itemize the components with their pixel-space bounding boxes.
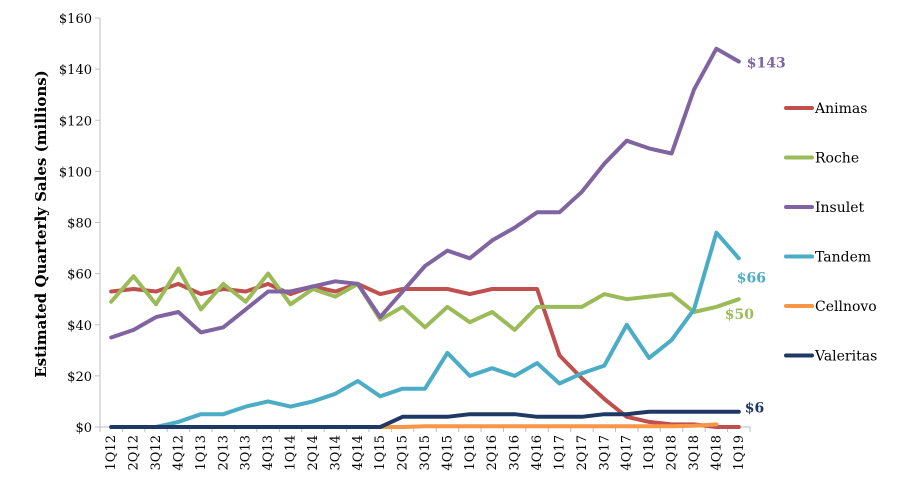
legend-label-roche: Roche xyxy=(815,151,859,167)
x-tick-label: 2Q17 xyxy=(575,435,590,470)
annotation-insulet: $143 xyxy=(747,55,786,71)
x-tick-label: 2Q16 xyxy=(485,435,500,470)
y-tick-label: $60 xyxy=(67,268,92,283)
x-tick-label: 1Q13 xyxy=(194,435,209,470)
x-tick-labels: 1Q12 2Q12 3Q12 4Q12 1Q13 2Q13 3Q13 4Q13 1Q14 2Q14… xyxy=(104,435,747,470)
annotation-roche: $50 xyxy=(725,307,754,323)
legend-label-animas: Animas xyxy=(814,101,867,117)
legend-label-cellnovo: Cellnovo xyxy=(815,299,877,315)
annotation-tandem: $66 xyxy=(737,270,766,286)
x-tick-label: 2Q12 xyxy=(127,435,142,470)
x-tick-label: 4Q16 xyxy=(530,435,545,470)
x-tick-label: 3Q15 xyxy=(418,435,433,470)
x-tick-label: 1Q18 xyxy=(642,435,657,470)
y-tick-label: $20 xyxy=(67,370,92,385)
x-tick-label: 1Q14 xyxy=(284,435,299,470)
axes xyxy=(95,17,751,432)
y-tick-label: $40 xyxy=(67,319,92,334)
y-tick-label: $0 xyxy=(75,421,92,436)
x-tick-label: 4Q13 xyxy=(261,435,276,470)
x-tick-label: 4Q17 xyxy=(620,435,635,470)
legend-label-insulet: Insulet xyxy=(815,200,865,216)
x-tick-label: 3Q14 xyxy=(328,435,343,470)
series-line-valeritas xyxy=(109,409,741,429)
series-line-insulet xyxy=(109,46,741,340)
y-tick-label: $140 xyxy=(59,63,92,78)
x-tick-label: 4Q12 xyxy=(171,435,186,470)
x-tick-label: 2Q13 xyxy=(216,435,231,470)
legend: Animas Roche Insulet Tandem Cellnovo Valerita… xyxy=(784,101,877,365)
y-tick-label: $80 xyxy=(67,217,92,232)
y-tick-label: $120 xyxy=(59,114,92,129)
end-value-annotations: $143 $66 $50 $6 xyxy=(725,55,786,416)
x-tick-label: 3Q13 xyxy=(239,435,254,470)
x-tick-label: 4Q18 xyxy=(709,435,724,470)
y-axis-label: Estimated Quarterly Sales (millions) xyxy=(32,70,50,378)
y-tick-label: $100 xyxy=(59,165,92,180)
x-tick-label: 1Q12 xyxy=(104,435,119,470)
annotation-valeritas: $6 xyxy=(745,401,764,417)
x-tick-label: 2Q18 xyxy=(665,435,680,470)
y-tick-labels: $0 $20 $40 $60 $80 $100 $120 $140 $160 xyxy=(59,12,92,436)
x-tick-label: 1Q15 xyxy=(373,435,388,470)
x-tick-label: 1Q16 xyxy=(463,435,478,470)
legend-label-valeritas: Valeritas xyxy=(814,349,877,365)
x-tick-label: 3Q16 xyxy=(508,435,523,470)
x-tick-label: 4Q15 xyxy=(440,435,455,470)
series-line-tandem xyxy=(109,230,741,429)
x-tick-label: 1Q19 xyxy=(732,435,747,470)
x-tick-label: 3Q18 xyxy=(687,435,702,470)
x-tick-label: 2Q14 xyxy=(306,435,321,470)
x-tick-label: 3Q12 xyxy=(149,435,164,470)
series-lines xyxy=(109,46,741,429)
x-tick-label: 2Q15 xyxy=(396,435,411,470)
y-tick-label: $160 xyxy=(59,12,92,27)
legend-label-tandem: Tandem xyxy=(815,250,871,266)
x-tick-label: 3Q17 xyxy=(597,435,612,470)
series-line-roche xyxy=(109,266,741,332)
series-line-cellnovo xyxy=(378,422,719,429)
x-tick-label: 1Q17 xyxy=(552,435,567,470)
x-tick-label: 4Q14 xyxy=(351,435,366,470)
